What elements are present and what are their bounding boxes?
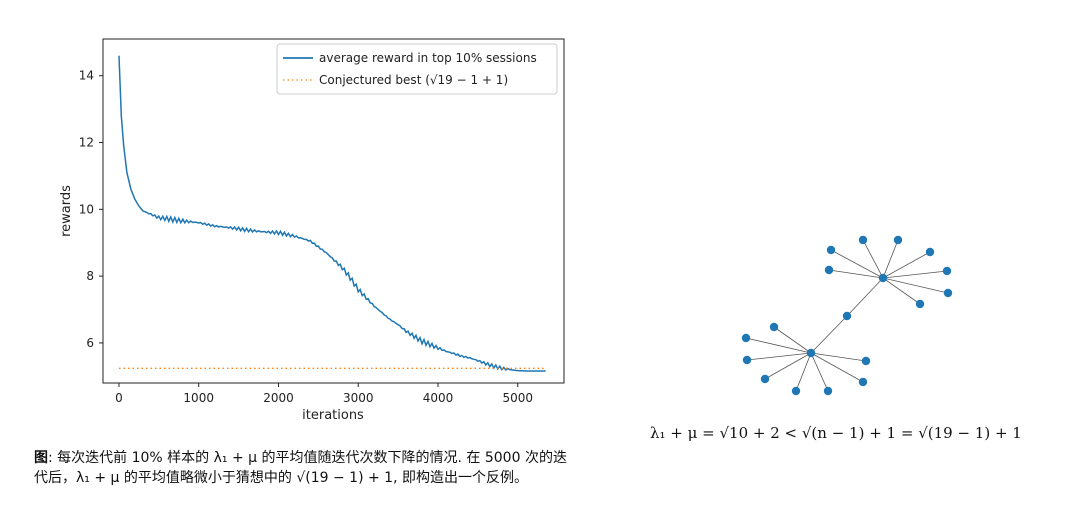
y-tick-label: 6 — [86, 336, 94, 350]
legend-label-series-1: average reward in top 10% sessions — [319, 51, 537, 65]
x-tick-label: 1000 — [183, 391, 214, 405]
caption-label: 图 — [34, 450, 48, 466]
graph-leaf-node — [942, 266, 952, 276]
x-tick-label: 0 — [115, 391, 123, 405]
y-tick-label: 10 — [79, 202, 94, 216]
formula: λ₁ + μ = √10 + 2 < √(n − 1) + 1 = √(19 −… — [650, 424, 1022, 442]
graph-edge — [862, 239, 884, 279]
graph-edge — [773, 326, 812, 354]
graph-edge — [882, 277, 921, 305]
graph-leaf-node — [858, 377, 868, 387]
graph-edge — [828, 269, 884, 279]
graph-leaf-node — [915, 299, 925, 309]
x-tick-label: 2000 — [263, 391, 294, 405]
graph-edge — [882, 239, 899, 279]
graph-bridge-node — [842, 311, 852, 321]
graph-leaf-node — [824, 265, 834, 275]
graph-leaf-node — [826, 245, 836, 255]
graph-edge — [795, 352, 812, 392]
graph-edge — [882, 277, 949, 294]
graph-leaf-node — [760, 374, 770, 384]
graph-leaf-node — [769, 322, 779, 332]
y-axis-label: rewards — [59, 185, 74, 237]
graph-edge — [764, 352, 812, 380]
y-tick-label: 12 — [79, 136, 94, 150]
graph-leaf-node — [741, 333, 751, 343]
y-tick-label: 8 — [86, 269, 94, 283]
graph-leaf-node — [823, 386, 833, 396]
graph-hub-node — [878, 273, 888, 283]
legend-box — [276, 43, 558, 95]
graph-edge — [810, 352, 829, 392]
x-tick-label: 4000 — [423, 391, 454, 405]
legend-label-series-2: Conjectured best (√19 − 1 + 1) — [319, 73, 508, 87]
graph-leaf-node — [791, 386, 801, 396]
graph-edge — [882, 251, 931, 279]
graph-edge — [830, 249, 884, 279]
plot-frame — [102, 38, 565, 384]
figure-caption: 图: 每次迭代前 10% 样本的 λ₁ + μ 的平均值随迭代次数下降的情况. … — [34, 448, 579, 488]
graph-edge — [882, 270, 948, 279]
graph-leaf-node — [943, 288, 953, 298]
graph-edge — [745, 337, 812, 354]
graph-edge — [846, 277, 884, 317]
series-line-1 — [118, 55, 546, 372]
graph-edge — [810, 315, 848, 354]
y-tick-label: 14 — [79, 69, 94, 83]
graph-leaf-node — [893, 235, 903, 245]
graph-leaf-node — [742, 355, 752, 365]
caption-text: : 每次迭代前 10% 样本的 λ₁ + μ 的平均值随迭代次数下降的情况. 在… — [34, 450, 567, 486]
graph-leaf-node — [858, 235, 868, 245]
graph-hub-node — [806, 348, 816, 358]
graph-edge — [810, 352, 864, 383]
x-axis-label: iterations — [302, 408, 364, 423]
graph-edge — [810, 352, 867, 362]
x-tick-label: 5000 — [502, 391, 533, 405]
x-tick-label: 3000 — [343, 391, 374, 405]
graph-leaf-node — [925, 247, 935, 257]
line-chart: 0 1000 2000 3000 4000 5000 6 8 10 12 14 iterations… — [59, 38, 565, 423]
graph-leaf-node — [861, 356, 871, 366]
graph-edge — [746, 352, 812, 361]
star-graph — [741, 235, 953, 396]
legend: average reward in top 10% sessions Conje… — [276, 43, 558, 95]
